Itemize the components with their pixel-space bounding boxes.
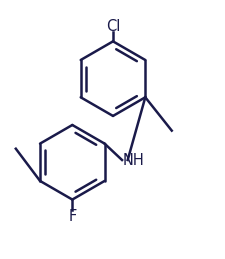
Text: NH: NH — [122, 153, 144, 168]
Text: F: F — [68, 209, 76, 224]
Text: Cl: Cl — [105, 19, 120, 34]
